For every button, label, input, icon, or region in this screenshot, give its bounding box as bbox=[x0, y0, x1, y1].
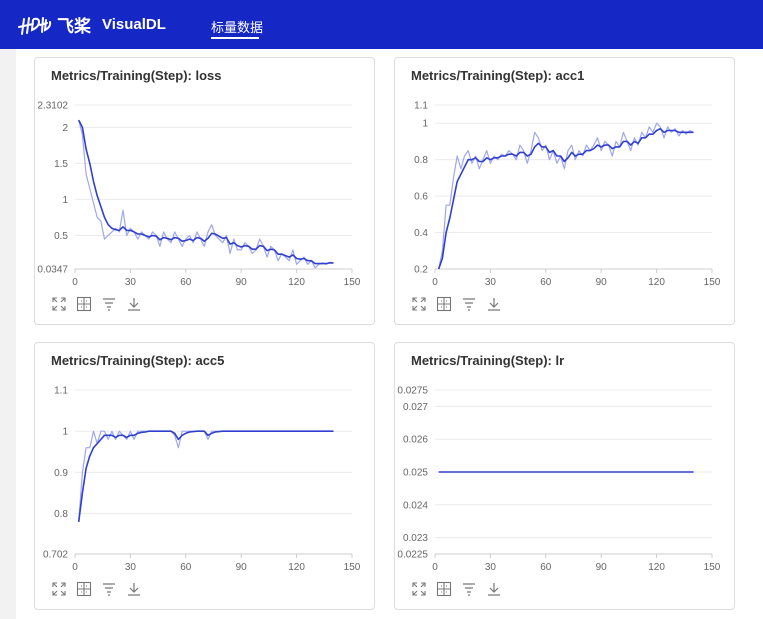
paddle-logo-icon: 飞桨 bbox=[18, 16, 92, 36]
x-tick-label: 60 bbox=[180, 277, 192, 288]
sidebar-strip bbox=[0, 49, 16, 619]
top-navigation-bar: 飞桨 VisualDL 标量数据 bbox=[0, 0, 763, 49]
active-tab-indicator bbox=[211, 37, 259, 39]
acc5-chart[interactable]: 1.1 1 0.9 0.8 0.702 0 30 60 90 120 150 bbox=[35, 379, 376, 579]
filter-icon[interactable] bbox=[461, 581, 477, 597]
expand-icon[interactable] bbox=[51, 581, 67, 597]
x-tick-label: 60 bbox=[180, 562, 192, 573]
y-tick-label: 0.5 bbox=[54, 231, 68, 242]
y-tick-label: 0.023 bbox=[403, 533, 428, 544]
chart-card-loss: Metrics/Training(Step): loss 2.3102 2 1.5 1… bbox=[34, 57, 375, 325]
chart-title: Metrics/Training(Step): acc1 bbox=[411, 68, 585, 83]
y-tick-label: 1.1 bbox=[54, 386, 68, 397]
x-tick-label: 150 bbox=[704, 277, 721, 288]
x-tick-label: 60 bbox=[540, 562, 552, 573]
y-tick-label: 0.9 bbox=[54, 468, 68, 479]
y-tick-label: 1 bbox=[62, 195, 68, 206]
y-tick-label: 1.1 bbox=[414, 101, 428, 112]
y-tick-label: 0.6 bbox=[414, 192, 428, 203]
raw-series-line bbox=[78, 430, 334, 522]
x-tick-label: 90 bbox=[236, 277, 248, 288]
expand-icon[interactable] bbox=[51, 296, 67, 312]
y-tick-label: 0.026 bbox=[403, 435, 428, 446]
app-brand: VisualDL bbox=[102, 16, 166, 33]
filter-icon[interactable] bbox=[461, 296, 477, 312]
x-tick-label: 0 bbox=[72, 277, 78, 288]
chart-title: Metrics/Training(Step): acc5 bbox=[51, 353, 225, 368]
chart-toolbar bbox=[411, 581, 502, 597]
brand-cn: 飞桨 bbox=[57, 16, 92, 36]
y-tick-label: 0.8 bbox=[414, 155, 428, 166]
smoothed-series-line bbox=[77, 119, 334, 265]
chart-toolbar bbox=[51, 581, 142, 597]
expand-icon[interactable] bbox=[411, 581, 427, 597]
chart-title: Metrics/Training(Step): loss bbox=[51, 68, 222, 83]
download-icon[interactable] bbox=[486, 296, 502, 312]
smoothed-series-line bbox=[77, 430, 334, 523]
y-tick-label: 0.0225 bbox=[397, 550, 428, 561]
chart-toolbar bbox=[51, 296, 142, 312]
y-tick-label: 0.2 bbox=[414, 265, 428, 276]
fit-screen-icon[interactable] bbox=[436, 296, 452, 312]
loss-chart[interactable]: 2.3102 2 1.5 1 0.5 0.0347 0 30 60 90 120 150 bbox=[35, 94, 376, 294]
x-tick-label: 90 bbox=[596, 562, 608, 573]
chart-card-acc5: Metrics/Training(Step): acc5 1.1 1 0.9 0.8 0… bbox=[34, 342, 375, 610]
x-tick-label: 150 bbox=[344, 277, 361, 288]
chart-card-acc1: Metrics/Training(Step): acc1 1.1 1 0.8 0.6 0… bbox=[394, 57, 735, 325]
x-tick-label: 30 bbox=[485, 277, 497, 288]
download-icon[interactable] bbox=[486, 581, 502, 597]
tab-scalars[interactable]: 标量数据 bbox=[211, 20, 264, 35]
y-tick-label: 1.5 bbox=[54, 159, 68, 170]
download-icon[interactable] bbox=[126, 296, 142, 312]
y-tick-label: 0.8 bbox=[54, 509, 68, 520]
x-tick-label: 150 bbox=[704, 562, 721, 573]
filter-icon[interactable] bbox=[101, 581, 117, 597]
chart-title: Metrics/Training(Step): lr bbox=[411, 353, 565, 368]
x-tick-label: 30 bbox=[485, 562, 497, 573]
x-tick-label: 120 bbox=[648, 562, 665, 573]
x-tick-label: 0 bbox=[72, 562, 78, 573]
y-tick-label: 0.0275 bbox=[397, 386, 428, 397]
y-tick-label: 0.702 bbox=[43, 550, 68, 561]
y-tick-label: 2 bbox=[62, 123, 68, 134]
x-tick-label: 150 bbox=[344, 562, 361, 573]
y-tick-label: 0.024 bbox=[403, 500, 428, 511]
y-tick-label: 2.3102 bbox=[37, 101, 68, 112]
x-tick-label: 120 bbox=[288, 277, 305, 288]
y-tick-label: 0.4 bbox=[414, 228, 428, 239]
y-tick-label: 1 bbox=[422, 119, 428, 130]
y-tick-label: 0.025 bbox=[403, 468, 428, 479]
x-tick-label: 90 bbox=[236, 562, 248, 573]
x-tick-label: 120 bbox=[288, 562, 305, 573]
raw-series-line bbox=[78, 119, 334, 269]
download-icon[interactable] bbox=[126, 581, 142, 597]
expand-icon[interactable] bbox=[411, 296, 427, 312]
fit-screen-icon[interactable] bbox=[76, 296, 92, 312]
x-tick-label: 60 bbox=[540, 277, 552, 288]
fit-screen-icon[interactable] bbox=[76, 581, 92, 597]
fit-screen-icon[interactable] bbox=[436, 581, 452, 597]
chart-toolbar bbox=[411, 296, 502, 312]
x-tick-label: 0 bbox=[432, 562, 438, 573]
x-tick-label: 90 bbox=[596, 277, 608, 288]
smoothed-series-line bbox=[437, 127, 694, 270]
y-tick-label: 0.0347 bbox=[37, 265, 68, 276]
filter-icon[interactable] bbox=[101, 296, 117, 312]
y-tick-label: 0.027 bbox=[403, 402, 428, 413]
y-tick-label: 1 bbox=[62, 427, 68, 438]
x-tick-label: 30 bbox=[125, 277, 137, 288]
lr-chart[interactable]: 0.0275 0.027 0.026 0.025 0.024 0.023 0.0225 0 30… bbox=[395, 379, 736, 579]
x-tick-label: 0 bbox=[432, 277, 438, 288]
acc1-chart[interactable]: 1.1 1 0.8 0.6 0.4 0.2 0 30 60 90 120 150 bbox=[395, 94, 736, 294]
chart-card-lr: Metrics/Training(Step): lr 0.0275 0.027 0.… bbox=[394, 342, 735, 610]
x-tick-label: 30 bbox=[125, 562, 137, 573]
x-tick-label: 120 bbox=[648, 277, 665, 288]
